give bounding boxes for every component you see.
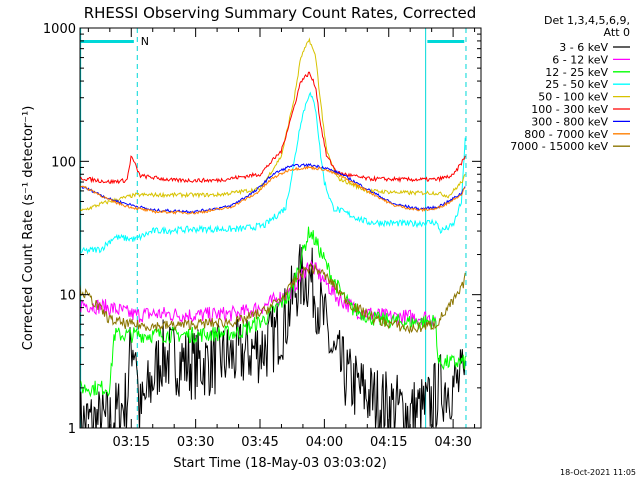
y-tick-label: 10 [59,289,76,304]
series-line-8 [80,262,466,335]
legend-entry-label: 12 - 25 keV [545,66,608,79]
legend-entry-label: 50 - 100 keV [538,91,608,104]
x-tick-label: 03:30 [177,435,214,450]
flag-label: N [141,35,149,48]
x-axis-label: Start Time (18-May-03 03:03:02) [173,456,387,471]
legend-header-line-2: Att 0 [604,26,630,39]
legend-entry-label: 300 - 800 keV [531,115,608,128]
x-tick-label: 04:30 [434,435,471,450]
legend-entry-label: 25 - 50 keV [545,78,608,91]
plot-frame [79,27,482,429]
series-line-5 [80,71,466,185]
flag-bar [427,40,465,43]
y-axis-label: Corrected Count Rate (s⁻¹ detector⁻¹) [21,106,36,351]
legend-entry-label: 800 - 7000 keV [524,128,608,141]
y-tick-label: 100 [51,155,76,170]
x-axis: 03:15 03:30 03:45 04:00 04:15 04:30 [87,28,476,450]
y-axis: 1 10 100 1000 [43,22,481,437]
series-line-2 [80,226,467,398]
legend-entry-label: 3 - 6 keV [559,41,608,54]
series-line-4 [80,37,466,212]
series-line-6 [80,162,466,214]
series-line-3 [80,91,466,255]
chart-title: RHESSI Observing Summary Count Rates, Co… [84,4,477,22]
x-tick-label: 04:00 [306,435,343,450]
marker-layer [80,28,467,428]
flag-bar-night [80,40,134,43]
legend-entry-label: 100 - 300 keV [531,103,608,116]
x-tick-label: 03:15 [113,435,150,450]
footer-timestamp: 18-Oct-2021 11:05 [560,468,636,477]
legend-entry-label: 6 - 12 keV [552,53,608,66]
y-tick-label: 1000 [43,22,76,37]
flag-layer: N [80,35,465,48]
series-line-7 [80,165,466,215]
y-tick-label: 1 [68,422,76,437]
legend-header-line-1: Det 1,3,4,5,6,9, [544,14,630,27]
x-tick-label: 04:15 [370,435,407,450]
legend-entry-label: 7000 - 15000 keV [510,140,608,153]
x-tick-label: 03:45 [241,435,278,450]
series-layer [80,37,467,428]
